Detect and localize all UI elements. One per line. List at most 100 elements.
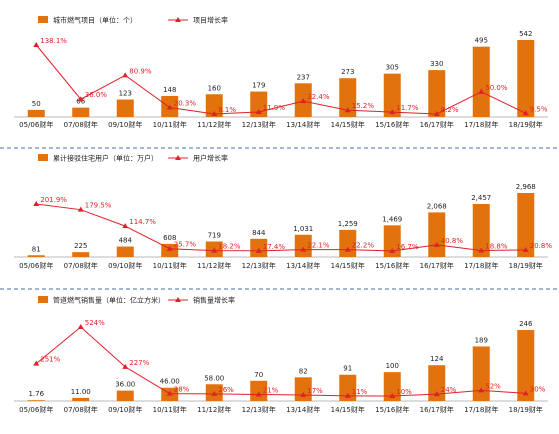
x-tick-label: 14/15财年 [331,261,365,270]
growth-marker [522,110,529,116]
growth-marker [255,108,262,114]
growth-marker [300,98,307,104]
x-tick-label: 13/14财年 [286,120,320,129]
growth-marker [255,391,262,397]
x-tick-label: 10/11财年 [153,120,187,129]
growth-value-label: 227% [129,359,149,367]
bar [472,46,490,117]
growth-value-label: 28% [174,386,190,394]
x-tick-label: 05/06财年 [19,120,53,129]
bar [116,390,134,401]
growth-line [35,326,526,397]
x-tick-label: 10/11财年 [153,405,187,414]
growth-marker [300,392,307,398]
bar [383,372,401,401]
growth-marker [33,42,40,47]
bar-value-label: 148 [163,86,176,94]
bar [517,193,535,257]
bar [472,346,490,401]
growth-value-label: 18.8% [485,242,508,250]
legend-bar-label: 管道燃气销售量（单位：亿立方米） [53,296,165,305]
bar [72,397,90,401]
growth-value-label: 251% [40,356,60,364]
bar-value-label: 330 [430,60,443,68]
bar-value-label: 542 [519,30,532,38]
bar-value-label: 2,968 [516,183,536,191]
bar [383,225,401,257]
bar-value-label: 179 [252,82,265,90]
bar [205,94,223,117]
bar-value-label: 225 [74,242,87,250]
growth-line [35,44,526,115]
growth-value-label: 22.1% [307,242,330,250]
bar-value-label: 189 [475,336,488,344]
bar-value-label: 36.00 [115,381,135,389]
growth-value-label: 179.5% [85,202,112,210]
x-tick-label: 16/17财年 [420,405,454,414]
bar [116,99,134,117]
growth-marker [433,391,440,397]
bar-value-label: 91 [343,365,352,373]
x-tick-label: 15/16财年 [375,120,409,129]
legend-bar-swatch [38,154,48,161]
bar-value-label: 1.76 [28,390,44,398]
growth-value-label: 11.7% [396,104,419,112]
growth-marker [344,107,351,113]
bar-value-label: 2,068 [427,202,447,210]
growth-marker [389,109,396,115]
growth-value-label: 52% [485,382,501,390]
x-tick-label: 13/14财年 [286,261,320,270]
bar-value-label: 246 [519,320,533,328]
growth-marker [344,392,351,398]
bar [72,107,90,117]
x-tick-label: 17/18财年 [464,120,498,129]
x-tick-label: 07/08财年 [64,120,98,129]
growth-marker [478,247,485,253]
bar-value-label: 273 [341,68,354,76]
growth-value-label: 20.3% [174,100,197,108]
growth-marker [522,246,529,252]
legend-bar-label: 累计接驳住宅用户（单位：万户） [53,154,158,163]
legend-line-marker [175,17,181,22]
bar-value-label: 81 [32,245,41,253]
bar [250,380,268,401]
bar [116,246,134,257]
legend-line-marker [175,297,181,302]
growth-marker [77,324,84,329]
growth-value-label: 21% [263,387,279,395]
bar [294,234,312,257]
growth-marker [166,104,173,110]
legend-line-label: 用户增长率 [193,154,228,163]
bar-value-label: 484 [119,237,133,245]
x-tick-label: 16/17财年 [420,261,454,270]
growth-value-label: 40.8% [441,237,464,245]
growth-marker [166,245,173,251]
bar-value-label: 305 [386,64,399,72]
bar [428,70,446,117]
x-tick-label: 11/12财年 [197,405,231,414]
x-tick-label: 17/18财年 [464,261,498,270]
growth-marker [433,241,440,247]
growth-value-label: 30% [530,385,546,393]
legend-line-label: 销售量增长率 [193,296,235,305]
x-tick-label: 14/15财年 [331,405,365,414]
bar-value-label: 11.00 [71,388,91,396]
x-tick-label: 11/12财年 [197,261,231,270]
growth-marker [255,247,262,253]
bar-value-label: 719 [208,231,221,239]
legend-bar-swatch [38,16,48,23]
growth-value-label: 11% [352,388,368,396]
bar [472,204,490,257]
x-tick-label: 10/11财年 [153,261,187,270]
growth-value-label: 8.1% [218,106,236,114]
bar [72,252,90,257]
growth-marker [211,111,218,116]
growth-value-label: 524% [85,319,105,327]
bar [428,212,446,257]
bar-value-label: 70 [254,371,263,379]
legend-bar-label: 城市燃气项目（单位：个） [53,16,137,25]
bar [27,255,45,257]
bar [517,40,535,117]
x-tick-label: 15/16财年 [375,261,409,270]
legend: 城市燃气项目（单位：个） 项目增长率 [38,16,228,25]
